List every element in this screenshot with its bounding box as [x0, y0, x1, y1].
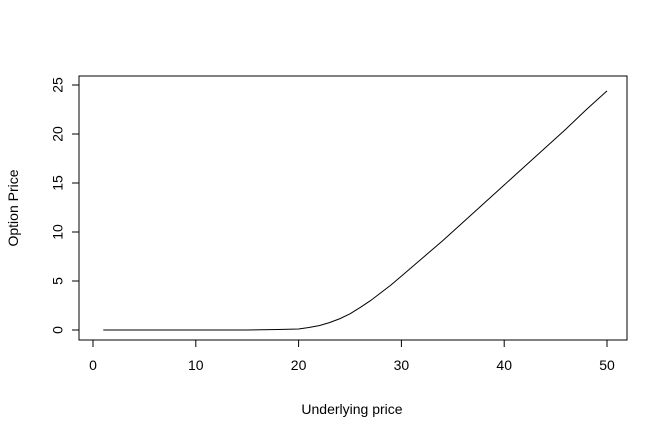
x-tick-label: 40	[496, 357, 512, 373]
x-tick-label: 50	[599, 357, 615, 373]
series-layer	[103, 90, 608, 331]
y-tick-label: 15	[50, 175, 66, 191]
y-axis: 0 5 10 15 20 25	[50, 77, 80, 334]
x-axis: 0 10 20 30 40 50	[89, 339, 615, 373]
x-tick-label: 30	[394, 357, 410, 373]
series-line	[103, 90, 608, 331]
y-tick-label: 25	[50, 77, 66, 93]
y-tick-label: 20	[50, 126, 66, 142]
y-tick-label: 5	[50, 277, 66, 285]
y-tick-label: 0	[50, 326, 66, 334]
y-axis-title: Option Price	[5, 169, 21, 246]
x-tick-label: 20	[291, 357, 307, 373]
x-tick-label: 0	[89, 357, 97, 373]
x-tick-label: 10	[188, 357, 204, 373]
x-axis-title: Underlying price	[301, 401, 402, 417]
plot-frame	[78, 75, 628, 341]
y-tick-label: 10	[50, 224, 66, 240]
